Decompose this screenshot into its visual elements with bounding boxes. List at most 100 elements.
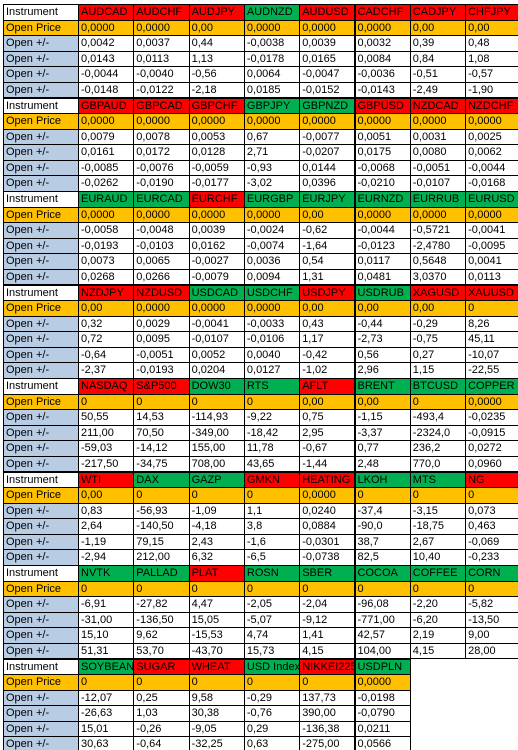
open-change: -2,49 <box>409 81 467 98</box>
open-change: -6,20 <box>409 611 467 628</box>
open-change: -0,0077 <box>299 128 356 145</box>
open-change: -0,0148 <box>78 81 135 98</box>
open-change: -0,56 <box>188 66 245 83</box>
open-change: 28,00 <box>465 642 518 659</box>
open-price: 0 <box>78 580 135 597</box>
open-change: 0,0272 <box>465 440 518 457</box>
row-label: Open +/- <box>3 596 79 613</box>
open-change: -1,44 <box>299 455 356 472</box>
open-change: 0,0052 <box>188 346 245 363</box>
open-change: 0,0053 <box>188 128 245 145</box>
instrument-name: PLAT <box>188 565 245 582</box>
instrument-name: GBPNZD <box>299 97 356 114</box>
open-change: 2,95 <box>299 424 356 441</box>
open-change: -37,4 <box>354 502 411 519</box>
open-change: -0,0107 <box>409 175 467 192</box>
open-price: 0,00 <box>78 300 135 317</box>
open-price: 0,00 <box>299 393 356 410</box>
row-label: Open +/- <box>3 736 79 750</box>
open-change: -1,15 <box>354 409 411 426</box>
open-change: 0,77 <box>354 440 411 457</box>
row-label: Open +/- <box>3 144 79 161</box>
open-change: 11,78 <box>243 440 301 457</box>
open-change: 0,0143 <box>78 50 135 67</box>
open-change: -0,0036 <box>354 66 411 83</box>
open-change: 0,0073 <box>78 253 135 270</box>
open-price: 0 <box>354 487 411 504</box>
open-change: 2,71 <box>243 144 301 161</box>
open-change: -0,0190 <box>133 175 190 192</box>
open-change: 0,0165 <box>299 50 356 67</box>
open-change: 2,19 <box>409 627 467 644</box>
row-label: Open +/- <box>3 66 79 83</box>
open-change: -0,0103 <box>133 237 190 254</box>
open-change: -12,07 <box>78 689 135 706</box>
open-change: 0,54 <box>299 253 356 270</box>
open-price: 0,0000 <box>354 674 411 691</box>
open-price: 0 <box>243 393 301 410</box>
open-change: 1,41 <box>299 627 356 644</box>
open-change: 1,15 <box>409 362 467 379</box>
open-change: 0,0175 <box>354 144 411 161</box>
open-change: 0,72 <box>78 331 135 348</box>
open-price: 0 <box>133 487 190 504</box>
instrument-name: RTS <box>243 378 301 395</box>
open-change: -59,03 <box>78 440 135 457</box>
open-change: -0,0027 <box>188 253 245 270</box>
open-change: 15,73 <box>243 642 301 659</box>
header-label: Instrument <box>3 658 79 675</box>
open-change: -3,02 <box>243 175 301 192</box>
open-price-label: Open Price <box>3 206 79 223</box>
open-change: 0,63 <box>243 736 301 750</box>
open-change: 53,70 <box>133 642 190 659</box>
open-change: -275,00 <box>299 736 356 750</box>
instrument-name: EURUSD <box>465 191 518 208</box>
header-label: Instrument <box>3 97 79 114</box>
row-label: Open +/- <box>3 720 79 737</box>
open-change: -0,0262 <box>78 175 135 192</box>
open-change: -3,37 <box>354 424 411 441</box>
open-change: 0,0396 <box>299 175 356 192</box>
open-change: -0,0079 <box>188 268 245 285</box>
open-change: -31,00 <box>78 611 135 628</box>
open-price: 0 <box>354 580 411 597</box>
open-change: 3,0370 <box>409 268 467 285</box>
open-change: 50,55 <box>78 409 135 426</box>
row-label: Open +/- <box>3 424 79 441</box>
open-price: 0 <box>78 674 135 691</box>
open-change: -0,0044 <box>78 66 135 83</box>
open-change: 9,00 <box>465 627 518 644</box>
open-price: 0,0000 <box>243 113 301 130</box>
open-change: 0,39 <box>409 35 467 52</box>
open-price: 0 <box>188 580 245 597</box>
row-label: Open +/- <box>3 237 79 254</box>
open-price: 0,00 <box>299 206 356 223</box>
open-change: -0,0085 <box>78 159 135 176</box>
row-label: Open +/- <box>3 440 79 457</box>
open-change: -0,0168 <box>465 175 518 192</box>
open-change: 708,00 <box>188 455 245 472</box>
open-change: 0,073 <box>465 502 518 519</box>
open-change: -0,0024 <box>243 222 301 239</box>
open-change: 0,0566 <box>354 736 411 750</box>
open-change: 0,0266 <box>133 268 190 285</box>
header-label: Instrument <box>3 565 79 582</box>
open-change: -5,07 <box>243 611 301 628</box>
open-change: -0,0076 <box>133 159 190 176</box>
instrument-name: USDJPY <box>299 284 356 301</box>
open-price-label: Open Price <box>3 674 79 691</box>
instrument-name: NG <box>465 471 518 488</box>
open-change: 1,03 <box>133 705 190 722</box>
open-change: -14,12 <box>133 440 190 457</box>
open-price: 0 <box>409 393 467 410</box>
open-change: 1,31 <box>299 268 356 285</box>
open-price: 0,0000 <box>299 19 356 36</box>
open-change: 43,65 <box>243 455 301 472</box>
open-change: 0,0094 <box>243 268 301 285</box>
open-change: 30,63 <box>78 736 135 750</box>
row-label: Open +/- <box>3 518 79 535</box>
open-change: 0,27 <box>409 346 467 363</box>
open-change: -22,55 <box>465 362 518 379</box>
open-change: 0,0960 <box>465 455 518 472</box>
open-price: 0,0000 <box>78 113 135 130</box>
